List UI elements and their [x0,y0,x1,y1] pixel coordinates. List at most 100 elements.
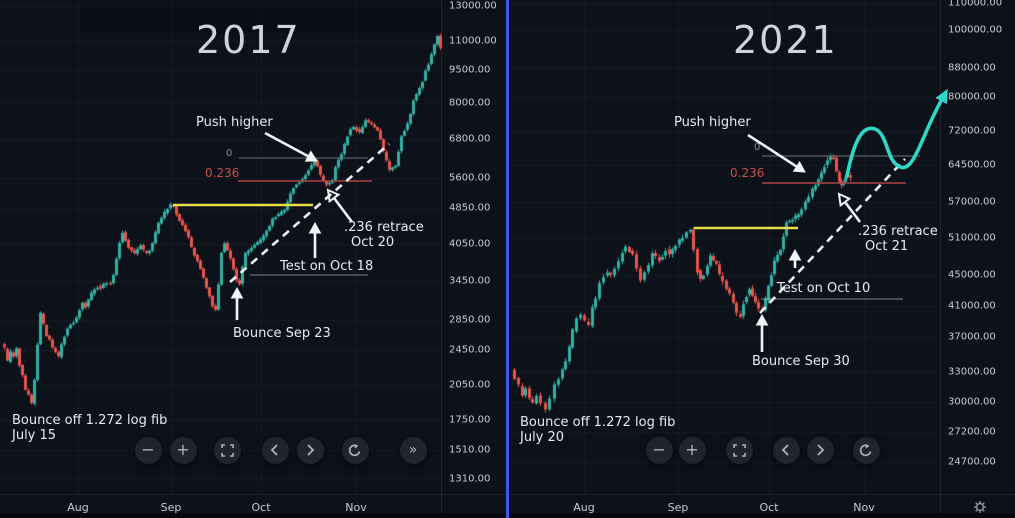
price-axis-label: 41000.00 [948,300,996,312]
chevron-right-icon [817,444,825,456]
price-axis-label: 27200.00 [948,426,996,438]
price-axis-label: 88000.00 [948,62,996,74]
chevron-left-icon [781,444,789,456]
retrace-label: .236 retrace Oct 20 [344,220,424,250]
price-axis-label: 3450.00 [449,275,491,287]
fib-bounce-label-line1: Bounce off 1.272 log fib [12,413,168,428]
chevron-left-icon [270,444,278,456]
price-axis-label: 2450.00 [449,344,491,356]
fib-236-label: 0.236 [205,166,239,181]
fib-bounce-label-line1: Bounce off 1.272 log fib [520,415,676,430]
time-axis[interactable]: Aug Sep Oct Nov [509,494,1015,514]
fib-236-label-line1: 0.236 [730,166,765,180]
price-axis-label: 37000.00 [948,331,996,343]
price-axis-label: 30000.00 [948,396,996,408]
price-axis-label: 9500.00 [449,64,491,76]
push-higher-label: Push higher [196,115,273,130]
plus-icon: + [685,440,699,459]
fib-236-label: 0.236 [730,166,764,181]
chevron-right-icon [307,444,315,456]
chart-settings-button[interactable] [973,500,987,517]
price-axis-label: 24700.00 [948,456,996,468]
zoom-in-button[interactable]: + [678,436,706,464]
bounce-label-line1: Bounce Sep 23 [233,326,331,341]
reset-chart-button[interactable] [852,436,880,464]
fib-zero-label: 0 [754,140,760,155]
time-axis[interactable]: Aug Sep Oct Nov [0,494,507,514]
push-higher-label: Push higher [674,115,751,130]
fullscreen-icon [220,443,234,457]
price-axis-label: 11000.00 [449,35,497,47]
time-axis-label: Sep [667,501,689,514]
bounce-label: Bounce Sep 23 [233,326,331,341]
gear-icon [974,501,986,513]
price-axis-label: 51000.00 [948,232,996,244]
price-axis-label: 2050.00 [449,379,491,391]
fib-236-label-line1: 0.236 [205,166,240,180]
price-axis[interactable]: 13000.00 11000.00 9500.00 8000.00 6800.00 560… [441,0,507,518]
panel-divider [506,0,509,518]
price-axis-label: 4850.00 [449,202,491,214]
time-axis-label: Nov [345,501,367,514]
price-axis-label: 5600.00 [449,172,491,184]
time-axis-label: Oct [759,501,779,514]
fib-bounce-label-line2: July 20 [520,430,565,445]
bounce-label: Bounce Sep 30 [752,354,850,369]
chart-title: 2021 [733,18,838,62]
price-axis-label: 4050.00 [449,238,491,250]
double-chevron-right-icon: » [408,442,418,458]
retrace-label-line2: Oct 20 [351,235,395,250]
retrace-label-line1: .236 retrace [858,224,938,239]
zoom-out-button[interactable]: − [134,436,162,464]
zoom-out-button[interactable]: − [645,436,673,464]
chart-panel-2017: 2017 13000.00 11000.00 9500.00 8000.00 6800.… [0,0,507,518]
price-axis-label: 6800.00 [449,133,491,145]
price-axis-label: 45000.00 [948,269,996,281]
chart-title: 2017 [196,18,301,62]
price-axis-label: 8000.00 [449,97,491,109]
price-axis-label: 1310.00 [449,473,491,485]
fib-zero-label-line1: 0 [226,148,233,159]
go-to-realtime-button[interactable]: » [399,436,427,464]
time-axis-label: Nov [853,501,875,514]
push-higher-label-line1: Push higher [674,115,751,130]
chart-panel-2021: 2021 110000.00 100000.00 88000.00 80000.00 7… [509,0,1015,518]
fib-zero-label-line1: 0 [754,142,761,153]
scroll-right-button[interactable] [296,436,324,464]
price-axis-label: 2850.00 [449,314,491,326]
zoom-in-button[interactable]: + [169,436,197,464]
plus-icon: + [176,440,190,459]
test-label-line1: Test on Oct 18 [280,259,374,274]
fib-bounce-label: Bounce off 1.272 log fib July 15 [12,413,167,443]
price-axis-label: 1750.00 [449,414,491,426]
time-axis-label: Sep [160,501,182,514]
fullscreen-icon [732,443,746,457]
price-axis[interactable]: 110000.00 100000.00 88000.00 80000.00 72000.… [940,0,1015,518]
bounce-label-line1: Bounce Sep 30 [752,354,850,369]
test-label: Test on Oct 18 [280,259,373,274]
reset-chart-button[interactable] [341,436,369,464]
test-label-line1: Test on Oct 10 [777,281,871,296]
price-axis-label: 100000.00 [948,24,1003,36]
time-axis-label: Oct [251,501,271,514]
minus-icon: − [141,440,155,459]
reset-icon [859,444,872,457]
reset-icon [348,444,361,457]
time-axis-label: Aug [67,501,89,514]
scroll-left-button[interactable] [261,436,289,464]
retrace-label-line2: Oct 21 [865,239,909,254]
fib-bounce-label-line2: July 15 [12,428,57,443]
scroll-left-button[interactable] [772,436,800,464]
price-axis-label: 64500.00 [948,159,996,171]
minus-icon: − [652,440,666,459]
time-axis-label: Aug [573,501,595,514]
fullscreen-button[interactable] [213,436,241,464]
price-axis-label: 110000.00 [948,0,1003,9]
price-axis-label: 1510.00 [449,444,491,456]
scroll-right-button[interactable] [806,436,834,464]
price-axis-label: 72000.00 [948,125,996,137]
retrace-label-line1: .236 retrace [344,220,424,235]
fullscreen-button[interactable] [725,436,753,464]
fib-zero-label: 0 [226,146,232,161]
